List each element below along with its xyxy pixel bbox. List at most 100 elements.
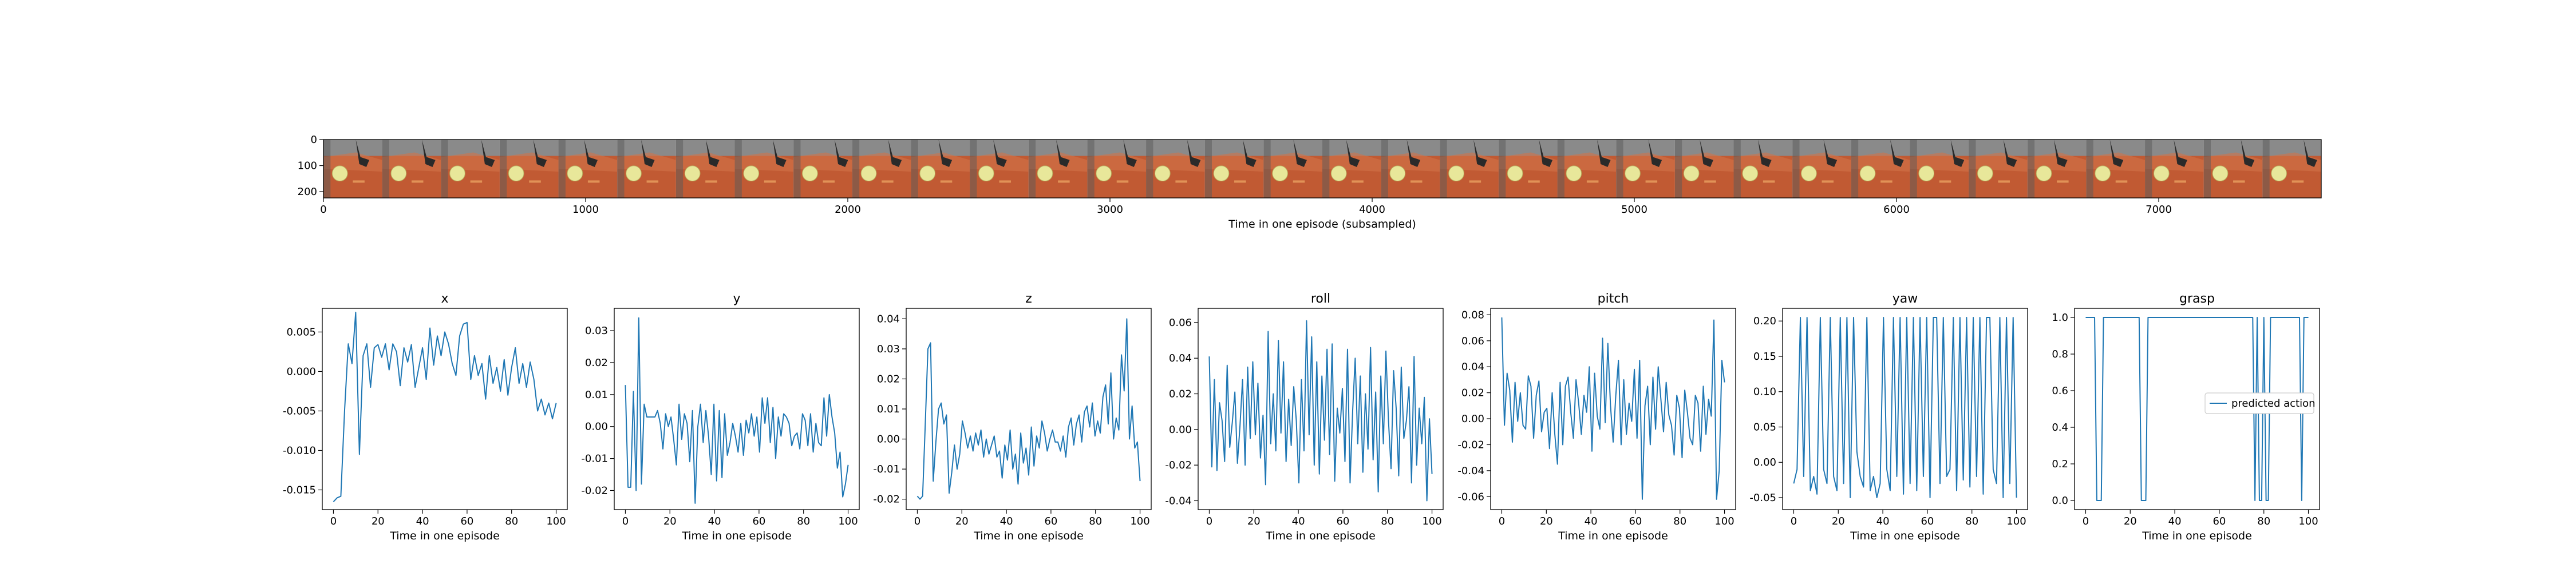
y-tick-label: 0.01 bbox=[585, 389, 608, 401]
image-frame bbox=[1498, 140, 1558, 198]
image-frame bbox=[1263, 140, 1322, 198]
series-line bbox=[1208, 320, 1433, 502]
x-tick-label: 20 bbox=[1540, 515, 1553, 527]
x-axis-label: Time in one episode bbox=[2142, 530, 2252, 542]
x-axis-label: Time in one episode bbox=[1850, 530, 1960, 542]
y-tick-label: -0.02 bbox=[873, 494, 900, 506]
x-tick-label: 20 bbox=[1247, 515, 1261, 527]
x-tick-label: 40 bbox=[708, 515, 721, 527]
image-frame bbox=[2262, 140, 2321, 198]
y-tick-label: -0.01 bbox=[581, 453, 608, 465]
y-tick-label: 0.2 bbox=[2052, 458, 2068, 470]
subplot-title: pitch bbox=[1598, 292, 1629, 306]
x-tick-label: 80 bbox=[1965, 515, 1978, 527]
y-tick-label: -0.010 bbox=[283, 444, 316, 456]
x-tick-label: 40 bbox=[1585, 515, 1598, 527]
y-tick-label: 0 bbox=[311, 134, 317, 146]
y-tick-label: 0.005 bbox=[286, 326, 316, 338]
legend: predicted action bbox=[2204, 392, 2316, 414]
y-tick-label: -0.04 bbox=[1457, 465, 1484, 477]
y-tick-label: 0.04 bbox=[1169, 352, 1192, 364]
image-frame bbox=[2203, 140, 2263, 198]
y-tick-label: 100 bbox=[298, 160, 317, 172]
x-tick-label: 100 bbox=[2006, 515, 2026, 527]
x-tick-label: 3000 bbox=[1097, 204, 1123, 216]
x-axis-label: Time in one episode (subsampled) bbox=[1228, 218, 1416, 231]
x-tick-label: 2000 bbox=[835, 204, 861, 216]
image-frame bbox=[2145, 140, 2204, 198]
x-tick-label: 1000 bbox=[572, 204, 599, 216]
image-frame bbox=[2027, 140, 2087, 198]
subplot-title: y bbox=[733, 292, 740, 306]
x-tick-label: 80 bbox=[1089, 515, 1102, 527]
subplot-x: 0 20 40 60 80 100 0.005 0.000 -0.005 -0.010 -0.015… bbox=[283, 292, 568, 542]
image-frame bbox=[675, 140, 735, 198]
image-frames bbox=[323, 140, 2321, 198]
image-frame bbox=[1969, 140, 2028, 198]
y-tick-label: 0.04 bbox=[1461, 361, 1484, 373]
x-tick-label: 80 bbox=[797, 515, 810, 527]
x-tick-label: 60 bbox=[1336, 515, 1349, 527]
series-line bbox=[1501, 317, 1725, 500]
x-tick-label: 60 bbox=[2212, 515, 2226, 527]
y-tick-label: 0.00 bbox=[585, 421, 608, 433]
x-tick-label: 60 bbox=[1629, 515, 1642, 527]
y-tick-label: 0.00 bbox=[1753, 456, 1776, 468]
x-tick-label: 5000 bbox=[1621, 204, 1647, 216]
subplot-yaw: 0 20 40 60 80 100 0.20 0.15 0.10 0.05 0.00 -0.05 yaw… bbox=[1749, 292, 2028, 542]
x-tick-label: 100 bbox=[546, 515, 566, 527]
x-tick-label: 80 bbox=[1381, 515, 1394, 527]
axes-frame bbox=[1782, 308, 2028, 510]
y-tick-label: 0.6 bbox=[2052, 385, 2068, 397]
image-frame bbox=[1028, 140, 1088, 198]
y-tick-label: 1.0 bbox=[2052, 312, 2068, 324]
image-frame bbox=[793, 140, 852, 198]
legend-entry: predicted action bbox=[2231, 398, 2316, 410]
x-tick-label: 0 bbox=[914, 515, 920, 527]
x-tick-label: 40 bbox=[416, 515, 429, 527]
x-tick-label: 80 bbox=[2257, 515, 2270, 527]
y-tick-label: -0.01 bbox=[873, 463, 900, 475]
y-tick-label: 0.08 bbox=[1461, 309, 1484, 321]
subplot-title: yaw bbox=[1893, 292, 1918, 306]
x-tick-label: 100 bbox=[1130, 515, 1149, 527]
subplot-title: x bbox=[441, 292, 448, 306]
image-frame bbox=[558, 140, 618, 198]
y-tick-label: -0.02 bbox=[581, 484, 608, 496]
image-frame bbox=[1557, 140, 1617, 198]
image-frame bbox=[852, 140, 911, 198]
y-tick-label: -0.06 bbox=[1457, 491, 1484, 503]
x-tick-label: 0 bbox=[622, 515, 629, 527]
x-tick-label: 100 bbox=[1422, 515, 1441, 527]
subplot-title: grasp bbox=[2179, 292, 2215, 306]
axes-frame bbox=[2074, 308, 2320, 510]
y-tick-label: 0.03 bbox=[585, 325, 608, 337]
y-tick-label: -0.02 bbox=[1457, 439, 1484, 451]
image-frame bbox=[1204, 140, 1264, 198]
x-tick-label: 20 bbox=[955, 515, 969, 527]
x-tick-label: 0 bbox=[1206, 515, 1212, 527]
y-tick-label: 0.000 bbox=[286, 366, 316, 378]
axes-frame bbox=[1490, 308, 1736, 510]
image-frame bbox=[1381, 140, 1440, 198]
x-tick-label: 80 bbox=[505, 515, 518, 527]
image-frame bbox=[1792, 140, 1851, 198]
subplot-z: 0 20 40 60 80 100 0.04 0.03 0.02 0.01 0.00 -0.01 -0.… bbox=[873, 292, 1152, 542]
x-tick-label: 7000 bbox=[2146, 204, 2172, 216]
x-tick-label: 6000 bbox=[1883, 204, 1910, 216]
y-tick-label: 0.05 bbox=[1753, 421, 1776, 433]
y-tick-label: 0.02 bbox=[1461, 387, 1484, 399]
subplot-grasp: 0 20 40 60 80 100 1.0 0.8 0.6 0.4 0.2 0.0 grasp Time … bbox=[2052, 292, 2320, 542]
x-axis-label: Time in one episode bbox=[1265, 530, 1376, 542]
y-tick-label: -0.02 bbox=[1165, 459, 1192, 471]
y-tick-label: 0.00 bbox=[1169, 424, 1192, 436]
image-frame bbox=[323, 140, 382, 198]
image-frame bbox=[499, 140, 559, 198]
x-tick-label: 100 bbox=[1714, 515, 1734, 527]
y-tick-label: -0.05 bbox=[1749, 492, 1776, 504]
x-axis-label: Time in one episode bbox=[389, 530, 500, 542]
y-tick-label: 0.02 bbox=[1169, 388, 1192, 400]
y-tick-label: 0.04 bbox=[877, 313, 900, 325]
image-strip-frame bbox=[323, 139, 2322, 198]
